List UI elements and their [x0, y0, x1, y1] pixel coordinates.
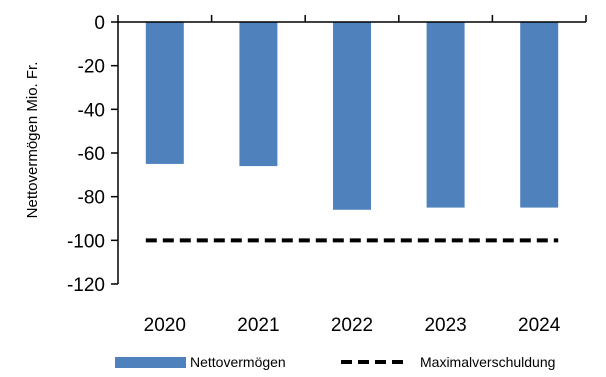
- y-ticks-group: 0 -20 -40 -60 -80 -100 -120: [67, 13, 118, 296]
- bar: [333, 22, 371, 210]
- legend-swatch-nettovermoegen: [115, 357, 186, 368]
- x-tick-label: 2021: [237, 315, 279, 336]
- legend-label-nettovermoegen: Nettovermögen: [190, 354, 286, 370]
- bar: [520, 22, 559, 208]
- x-tick-label: 2023: [424, 315, 466, 336]
- legend: Nettovermögen Maximalverschuldung: [115, 354, 555, 370]
- y-tick-label: -120: [67, 275, 105, 296]
- y-tick-label: -80: [78, 188, 105, 209]
- y-tick-label: 0: [94, 13, 105, 34]
- y-tick-label: -100: [67, 231, 105, 252]
- legend-label-maximalverschuldung: Maximalverschuldung: [420, 354, 555, 370]
- y-axis-title: Nettovermögen Mio. Fr.: [24, 62, 41, 219]
- y-tick-label: -20: [78, 57, 105, 78]
- y-tick-label: -60: [78, 144, 105, 165]
- bar: [145, 22, 184, 164]
- y-tick-label: -40: [78, 100, 105, 121]
- x-tick-label: 2020: [144, 315, 186, 336]
- x-ticks-group: 2020 2021 2022 2023 2024: [117, 15, 587, 336]
- x-tick-label: 2022: [331, 315, 373, 336]
- bar: [239, 22, 278, 167]
- bars-group: [145, 22, 559, 210]
- x-tick-label: 2024: [518, 315, 561, 336]
- bar: [426, 22, 465, 208]
